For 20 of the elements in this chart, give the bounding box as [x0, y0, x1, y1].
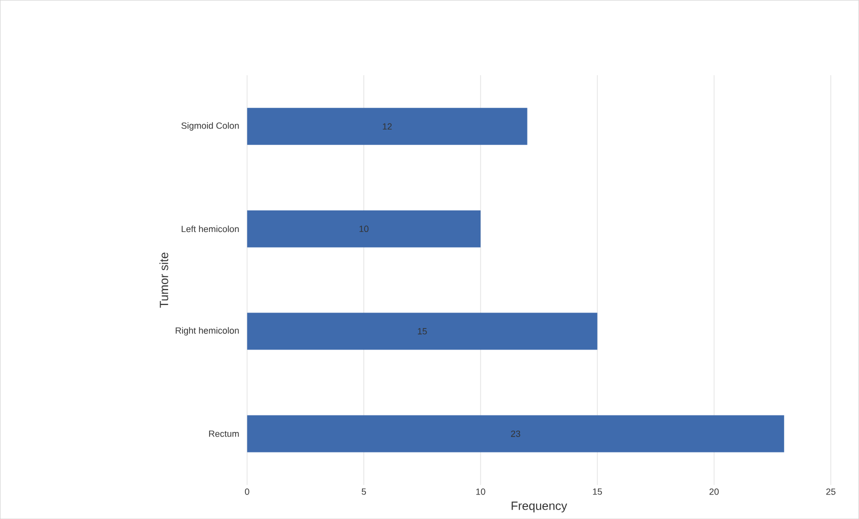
x-tick-label: 25 — [826, 488, 836, 495]
data-label: 12 — [382, 123, 392, 130]
y-tick-label: Rectum — [209, 430, 239, 437]
bar — [247, 108, 528, 145]
x-tick-label: 0 — [244, 488, 250, 495]
y-tick-label: Sigmoid Colon — [181, 122, 239, 130]
x-tick-label: 15 — [593, 488, 602, 495]
data-label: 10 — [360, 226, 368, 232]
y-axis-title: Tumor site — [159, 252, 168, 308]
y-tick-label: Left hemicolon — [182, 225, 239, 232]
x-tick-label: 5 — [362, 488, 366, 495]
x-axis-title: Frequency — [512, 502, 568, 512]
bar — [247, 210, 481, 248]
y-tick-label: Right hemicolon — [176, 327, 239, 336]
bar — [247, 312, 598, 350]
data-label: 23 — [511, 430, 520, 437]
x-tick-label: 10 — [476, 488, 486, 495]
data-label: 15 — [418, 328, 427, 334]
bar — [247, 415, 784, 452]
x-tick-label: 20 — [710, 488, 719, 495]
